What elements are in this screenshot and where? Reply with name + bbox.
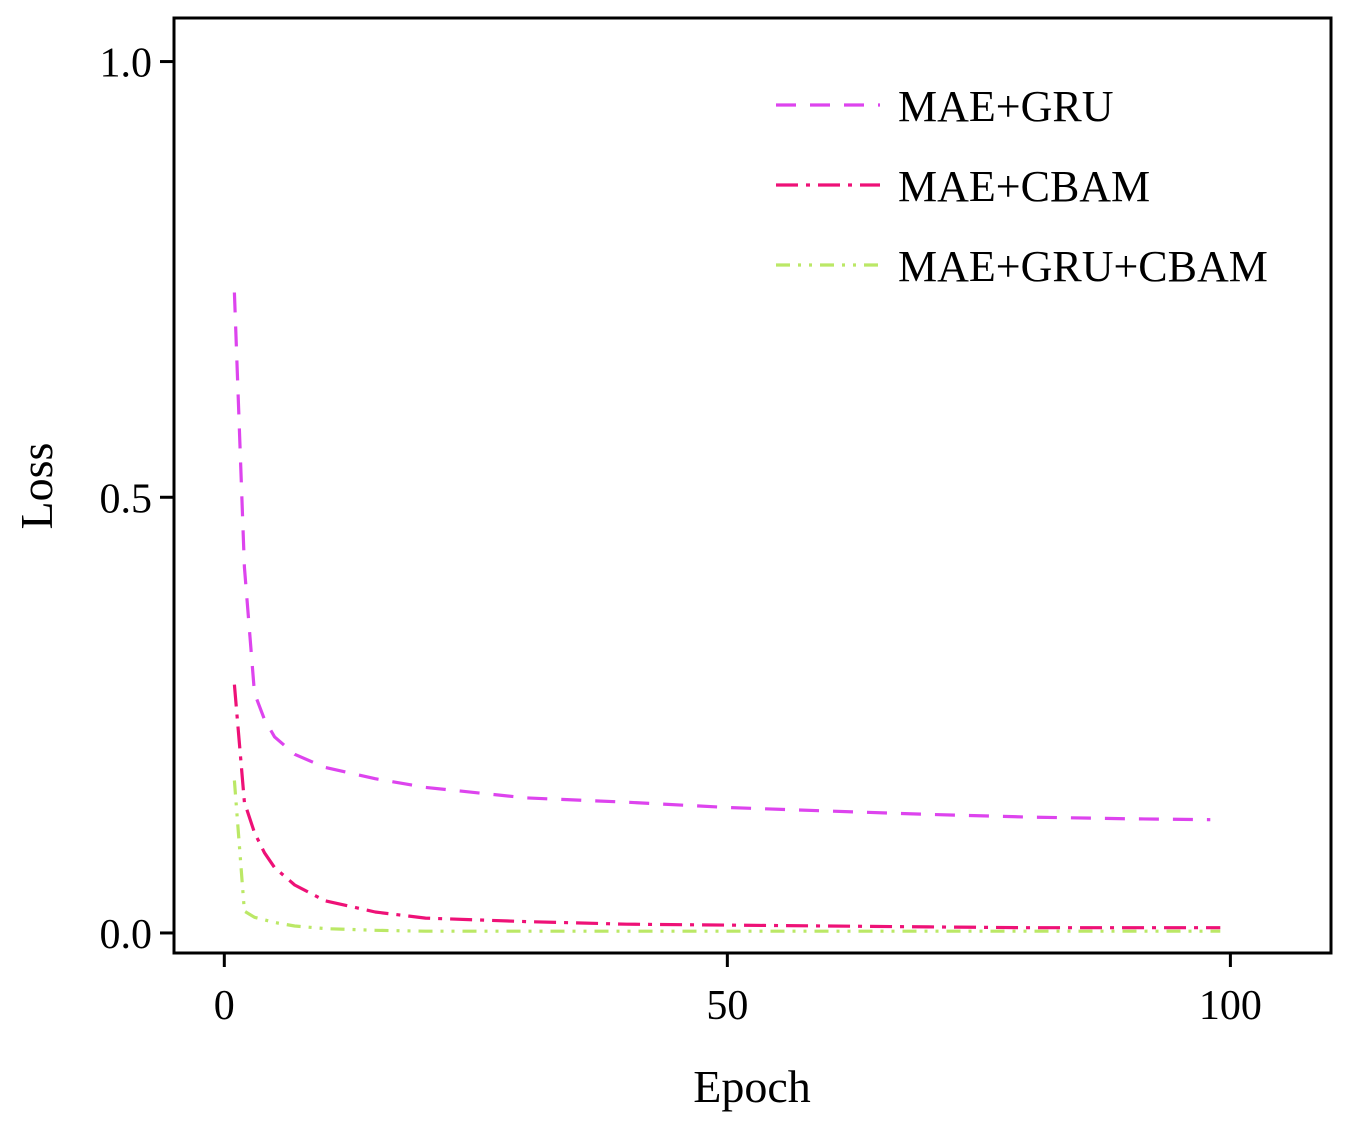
y-tick-label-0: 0.0 xyxy=(100,912,153,958)
x-tick-label-2: 100 xyxy=(1199,983,1262,1029)
legend: MAE+GRU MAE+CBAM MAE+GRU+CBAM xyxy=(776,82,1268,291)
series-line-3 xyxy=(232,780,1221,933)
y-tick-label-1: 0.5 xyxy=(100,476,153,522)
legend-label-3: MAE+GRU+CBAM xyxy=(898,242,1268,291)
y-axis-title: Loss xyxy=(11,443,62,530)
series-line-1 xyxy=(232,292,1211,822)
series-layer xyxy=(232,292,1221,933)
x-tick-label-1: 50 xyxy=(706,983,748,1029)
y-axis: 0.0 0.5 1.0 xyxy=(100,41,174,958)
legend-label-1: MAE+GRU xyxy=(898,82,1114,131)
x-tick-label-0: 0 xyxy=(214,983,235,1029)
y-tick-label-2: 1.0 xyxy=(100,41,153,87)
legend-label-2: MAE+CBAM xyxy=(898,162,1150,211)
x-axis: 0 50 100 xyxy=(214,953,1262,1029)
x-axis-title: Epoch xyxy=(693,1061,811,1112)
series-line-2 xyxy=(232,684,1221,930)
plot-frame xyxy=(172,16,1333,955)
